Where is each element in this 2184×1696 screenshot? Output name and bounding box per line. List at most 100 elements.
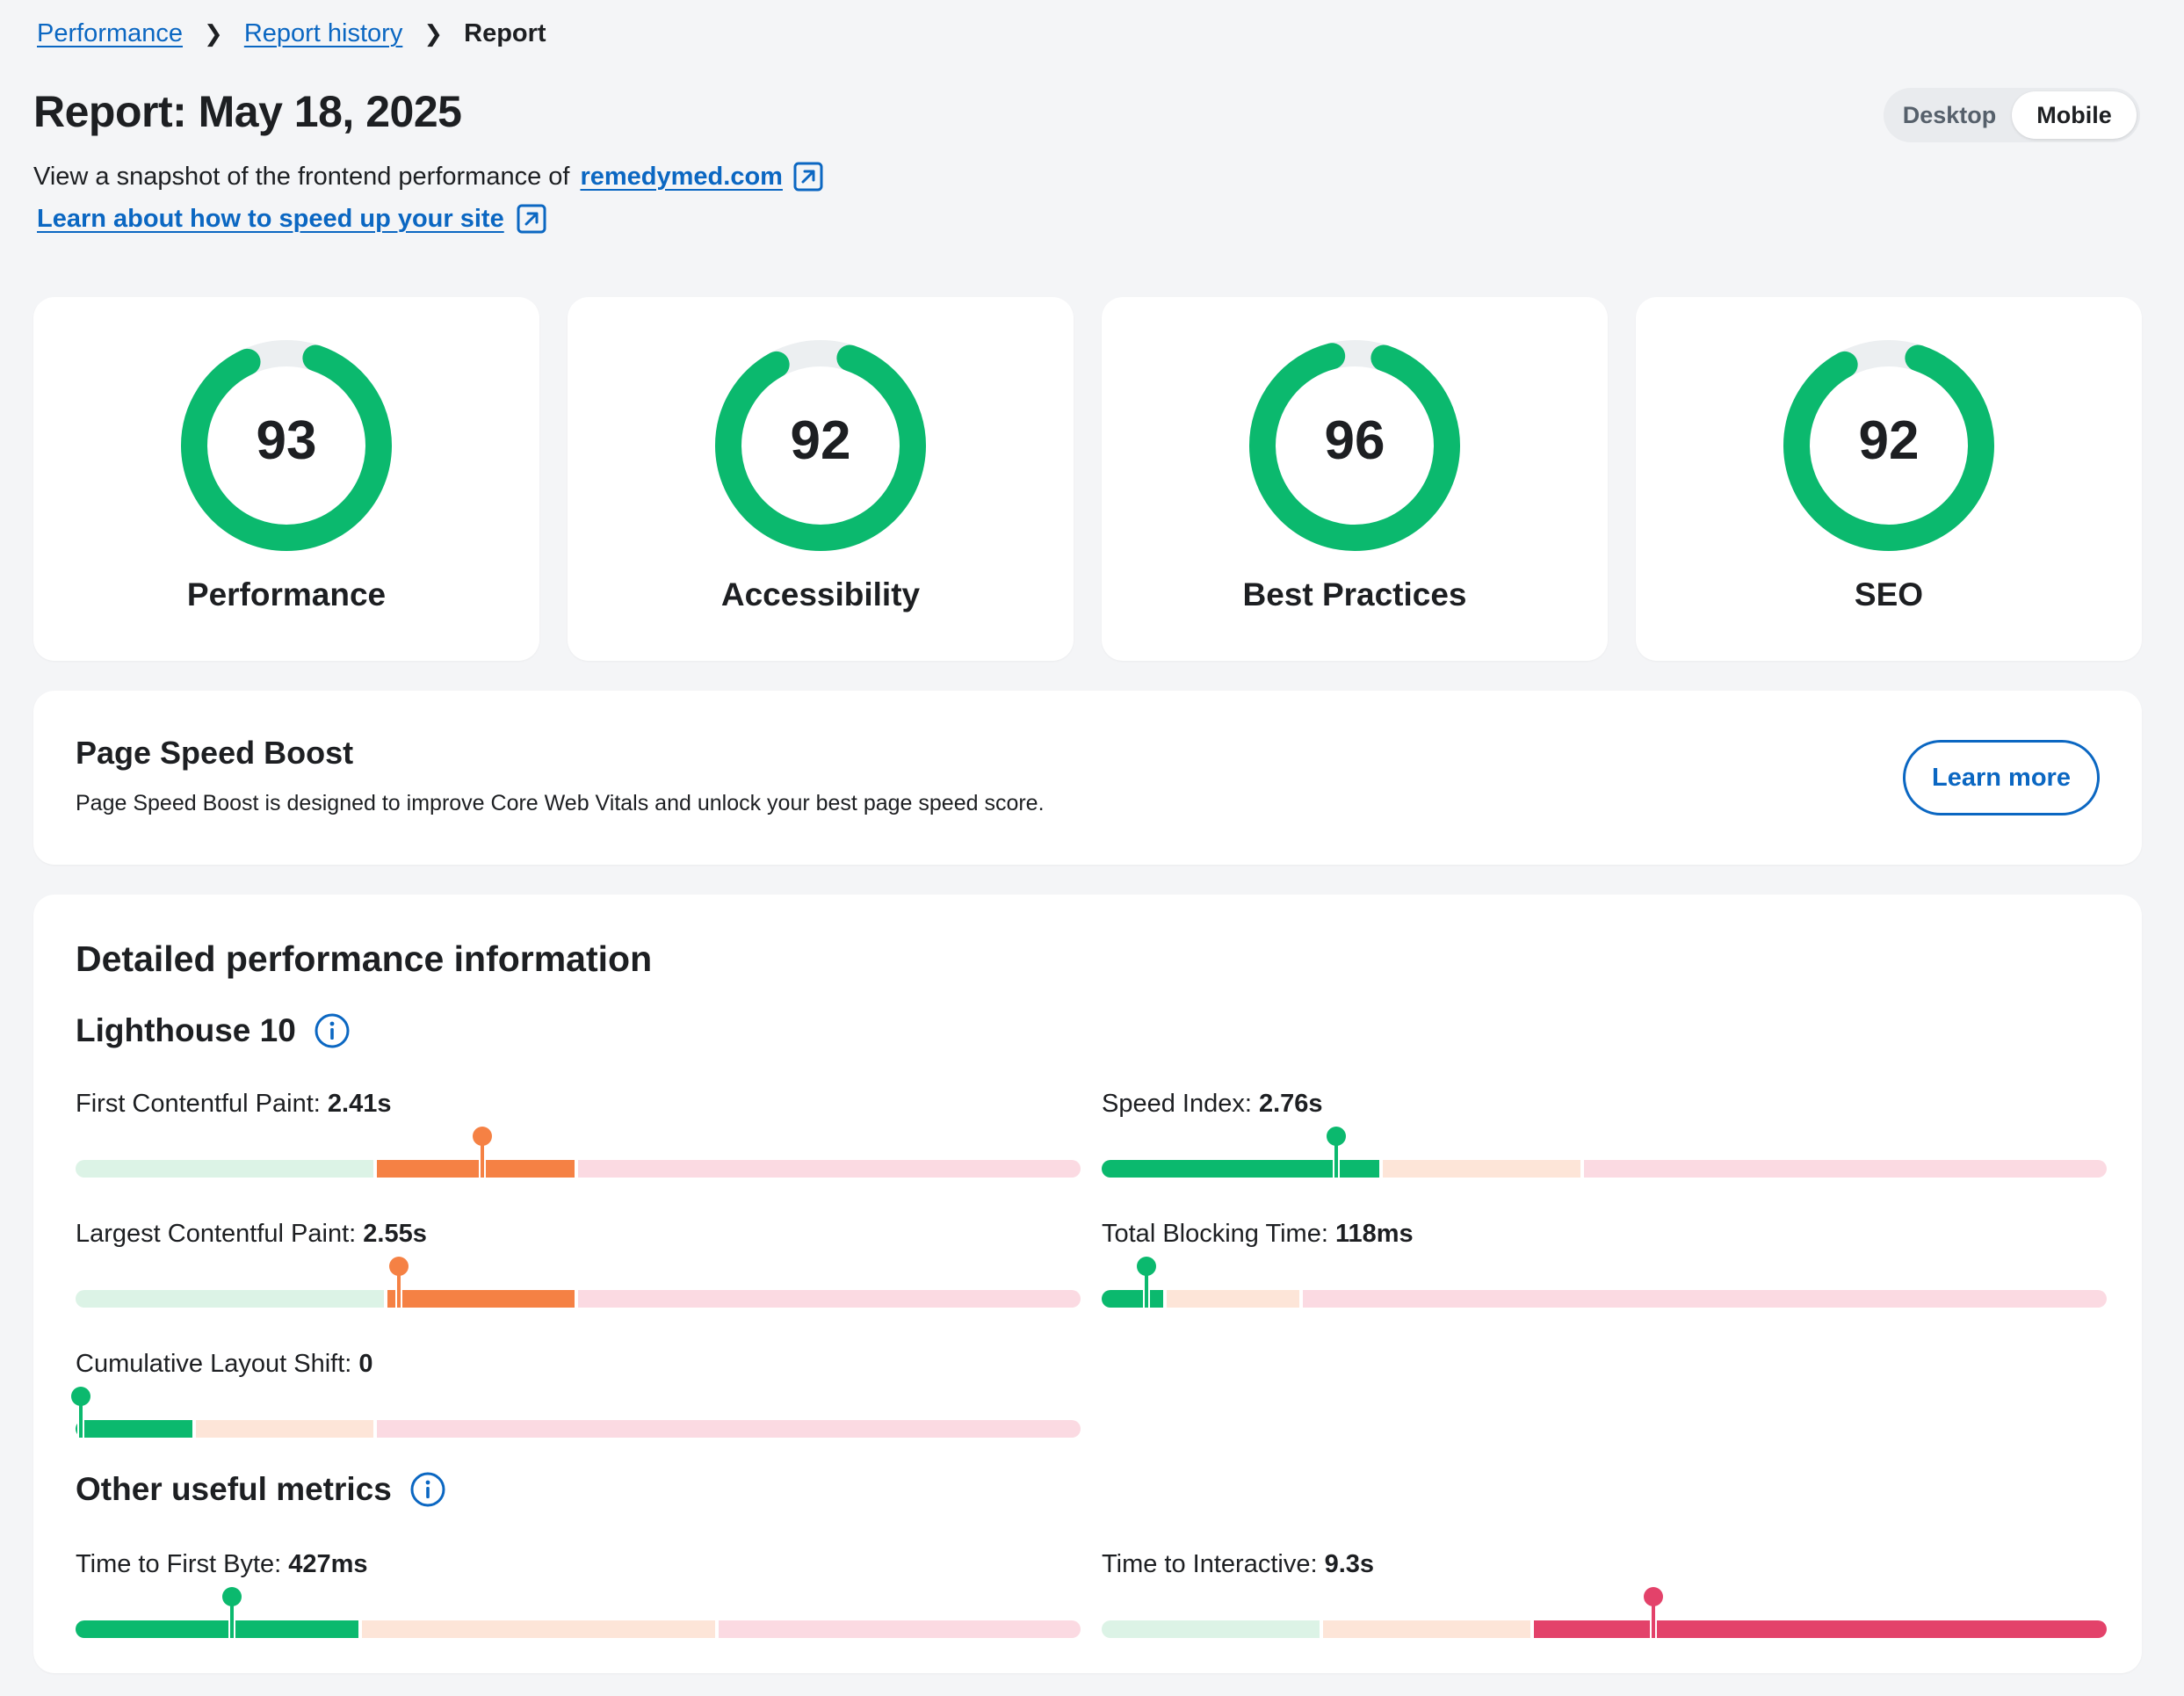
metric-name: First Contentful Paint: — [76, 1090, 321, 1118]
metric-name: Time to Interactive: — [1102, 1550, 1318, 1578]
bar-segment-good — [76, 1290, 384, 1308]
metric-marker — [222, 1587, 242, 1638]
bar-segment-poor — [1533, 1620, 2107, 1638]
bar-segment-needs-improvement — [362, 1620, 716, 1638]
detailed-performance-card: Detailed performance information Lightho… — [33, 895, 2142, 1673]
other-metrics-heading: Other useful metrics — [76, 1471, 446, 1508]
bar-segment-poor — [377, 1420, 1081, 1438]
score-card-performance: 93 Performance — [33, 297, 539, 661]
desktop-toggle-button[interactable]: Desktop — [1902, 101, 1997, 128]
metric-label: Time to Interactive: 9.3s — [1102, 1550, 1374, 1579]
metric-value: 2.76s — [1258, 1090, 1323, 1118]
bar-segment-poor — [1584, 1160, 2107, 1178]
metric-bar — [1102, 1587, 2107, 1638]
metric-bar — [70, 1387, 1081, 1438]
metric-bar — [1102, 1257, 2107, 1308]
metric-name: Time to First Byte: — [76, 1550, 282, 1578]
score-label: SEO — [1854, 576, 1924, 612]
metric-value: 427ms — [288, 1550, 368, 1578]
other-metrics-heading-text: Other useful metrics — [76, 1471, 392, 1507]
boost-description: Page Speed Boost is designed to improve … — [76, 791, 1045, 815]
page-speed-boost-card: Page Speed Boost Page Speed Boost is des… — [33, 691, 2142, 865]
mobile-toggle-button[interactable]: Mobile — [2012, 91, 2137, 139]
metric-label: Largest Contentful Paint: 2.55s — [76, 1220, 427, 1249]
learn-speed-link[interactable]: Learn about how to speed up your site — [37, 204, 504, 233]
lighthouse-heading-text: Lighthouse 10 — [76, 1012, 296, 1048]
learn-more-button[interactable]: Learn more — [1903, 740, 2100, 815]
metric-bar — [1102, 1127, 2107, 1178]
metric-value: 2.55s — [363, 1220, 427, 1248]
score-gauge — [1249, 340, 1460, 551]
bar-segment-needs-improvement — [1383, 1160, 1581, 1178]
info-icon[interactable] — [314, 1012, 351, 1049]
bar-segment-good — [76, 1620, 359, 1638]
metric-bar — [76, 1257, 1081, 1308]
bar-segment-good — [1102, 1160, 1380, 1178]
bar-segment-poor — [578, 1290, 1081, 1308]
metric-label: Time to First Byte: 427ms — [76, 1550, 368, 1579]
external-link-icon[interactable] — [793, 162, 823, 192]
info-icon[interactable] — [409, 1471, 446, 1508]
bar-segment-needs-improvement — [1167, 1290, 1299, 1308]
metric-name: Largest Contentful Paint: — [76, 1220, 357, 1248]
metric-marker — [1137, 1257, 1157, 1308]
site-link[interactable]: remedymed.com — [580, 162, 783, 191]
external-link-icon[interactable] — [517, 204, 546, 234]
score-gauge — [1783, 340, 1994, 551]
metric-name: Cumulative Layout Shift: — [76, 1350, 352, 1378]
score-value: 92 — [1858, 410, 1920, 471]
boost-title: Page Speed Boost — [76, 735, 354, 771]
metric-bar — [76, 1587, 1081, 1638]
score-card-seo: 92 SEO — [1636, 297, 2142, 661]
metric-name: Total Blocking Time: — [1102, 1220, 1328, 1248]
device-toggle: Desktop Mobile — [1884, 88, 2140, 142]
metric-value: 0 — [358, 1350, 373, 1378]
bar-segment-poor — [719, 1620, 1081, 1638]
score-label: Accessibility — [720, 576, 921, 612]
bar-segment-good — [1102, 1620, 1320, 1638]
metric-label: Speed Index: 2.76s — [1102, 1090, 1323, 1119]
metric-label: First Contentful Paint: 2.41s — [76, 1090, 391, 1119]
bar-segment-poor — [578, 1160, 1081, 1178]
detailed-performance-title: Detailed performance information — [76, 939, 653, 979]
breadcrumb: Performance ❯ Report history ❯ Report — [37, 19, 546, 48]
score-label: Performance — [186, 576, 387, 612]
metric-marker — [1326, 1127, 1346, 1178]
metric-name: Speed Index: — [1102, 1090, 1252, 1118]
metric-value: 118ms — [1334, 1220, 1414, 1248]
score-gauge — [181, 340, 392, 551]
breadcrumb-current: Report — [464, 19, 546, 47]
bar-segment-needs-improvement — [377, 1160, 575, 1178]
bar-segment-good — [76, 1420, 193, 1438]
metric-label: Cumulative Layout Shift: 0 — [76, 1350, 373, 1379]
score-value: 93 — [256, 410, 317, 471]
bar-segment-needs-improvement — [196, 1420, 374, 1438]
bar-segment-poor — [1302, 1290, 2107, 1308]
snapshot-description: View a snapshot of the frontend performa… — [33, 162, 823, 192]
metric-bar — [76, 1127, 1081, 1178]
chevron-right-icon: ❯ — [423, 20, 444, 47]
metric-value: 9.3s — [1324, 1550, 1375, 1578]
score-label: Best Practices — [1242, 576, 1467, 612]
lighthouse-heading: Lighthouse 10 — [76, 1012, 351, 1049]
score-card-accessibility: 92 Accessibility — [568, 297, 1074, 661]
score-card-best-practices: 96 Best Practices — [1102, 297, 1608, 661]
chevron-right-icon: ❯ — [204, 20, 223, 47]
metric-marker — [473, 1127, 493, 1178]
metric-marker — [70, 1387, 90, 1438]
score-value: 96 — [1324, 410, 1385, 471]
breadcrumb-report-history-link[interactable]: Report history — [243, 19, 403, 47]
bar-segment-needs-improvement — [387, 1290, 575, 1308]
metric-label: Total Blocking Time: 118ms — [1102, 1220, 1414, 1249]
bar-segment-needs-improvement — [1322, 1620, 1530, 1638]
score-gauge — [715, 340, 926, 551]
score-value: 92 — [790, 410, 851, 471]
metric-value: 2.41s — [327, 1090, 392, 1118]
metric-marker — [389, 1257, 409, 1308]
bar-segment-good — [76, 1160, 374, 1178]
breadcrumb-performance-link[interactable]: Performance — [37, 19, 184, 47]
metric-marker — [1644, 1587, 1664, 1638]
snapshot-text: View a snapshot of the frontend performa… — [33, 162, 570, 191]
page-title: Report: May 18, 2025 — [33, 87, 462, 136]
learn-speed-row: Learn about how to speed up your site — [37, 204, 546, 234]
